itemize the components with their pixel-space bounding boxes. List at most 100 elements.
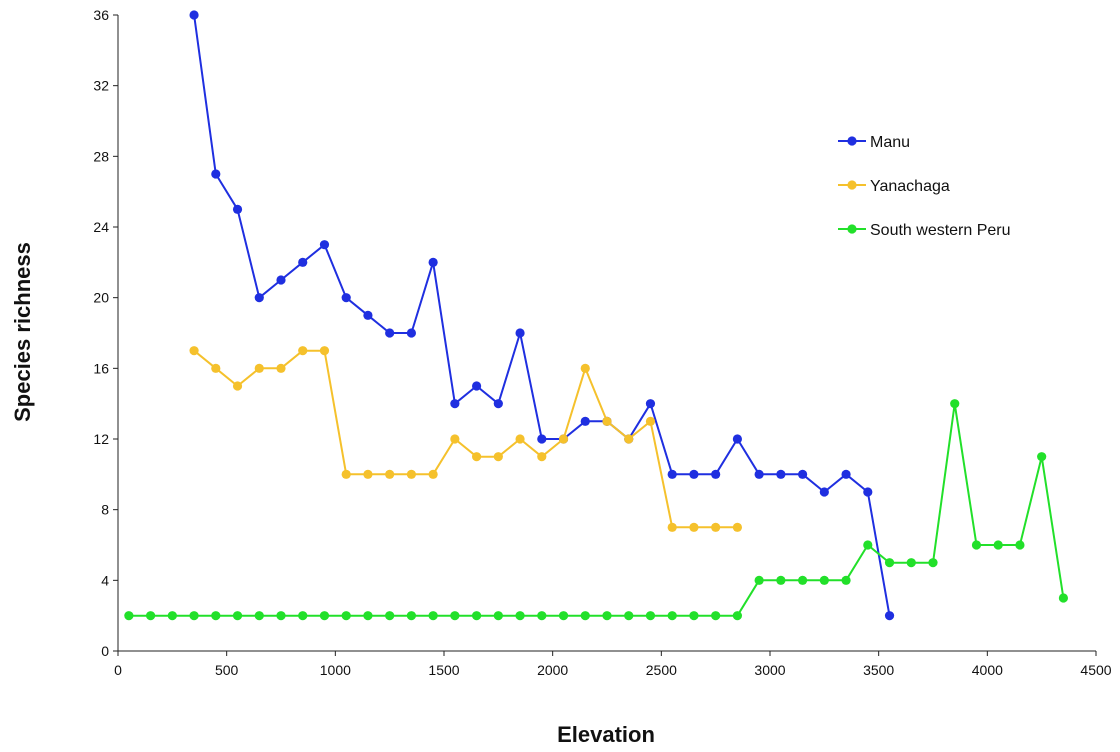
data-point-south-western-peru — [276, 611, 286, 621]
data-point-south-western-peru — [863, 540, 873, 550]
legend-item-manu: Manu — [838, 134, 910, 151]
data-point-manu — [841, 469, 851, 479]
data-point-south-western-peru — [146, 611, 156, 621]
data-point-south-western-peru — [124, 611, 134, 621]
legend-label-manu: Manu — [870, 134, 910, 151]
data-point-south-western-peru — [689, 611, 699, 621]
x-tick-label: 0 — [114, 662, 122, 678]
data-point-south-western-peru — [732, 611, 743, 621]
x-tick-label: 3500 — [863, 662, 894, 678]
data-point-manu — [189, 10, 199, 20]
legend-item-yanachaga: Yanachaga — [838, 178, 950, 195]
data-point-yanachaga — [711, 522, 721, 532]
series-south-western-peru — [124, 399, 1068, 621]
y-tick-label: 4 — [101, 572, 109, 588]
data-point-south-western-peru — [515, 611, 525, 621]
data-point-yanachaga — [363, 469, 373, 479]
data-point-south-western-peru — [776, 575, 786, 585]
data-point-manu — [276, 275, 286, 285]
data-point-yanachaga — [667, 522, 677, 532]
data-point-manu — [711, 469, 721, 479]
data-point-south-western-peru — [363, 611, 373, 621]
data-point-south-western-peru — [711, 611, 721, 621]
series-manu — [189, 10, 895, 621]
data-point-south-western-peru — [798, 575, 808, 585]
data-point-manu — [776, 469, 786, 479]
data-point-yanachaga — [580, 363, 590, 373]
x-tick-label: 1000 — [320, 662, 351, 678]
y-tick-label: 32 — [93, 78, 109, 94]
data-point-yanachaga — [254, 363, 264, 373]
series-yanachaga — [189, 346, 743, 532]
data-point-south-western-peru — [928, 558, 938, 568]
data-point-manu — [232, 204, 243, 214]
data-point-manu — [667, 469, 677, 479]
x-tick-label: 4000 — [972, 662, 1003, 678]
data-point-south-western-peru — [319, 611, 330, 621]
data-point-manu — [798, 469, 808, 479]
data-point-manu — [754, 469, 764, 479]
legend: Manu Yanachaga South western Peru — [838, 134, 1011, 239]
data-point-south-western-peru — [385, 611, 395, 621]
data-point-manu — [385, 328, 395, 338]
data-point-south-western-peru — [537, 611, 547, 621]
y-tick-label: 36 — [93, 7, 109, 23]
data-point-yanachaga — [428, 469, 438, 479]
data-point-south-western-peru — [298, 611, 308, 621]
data-point-manu — [732, 434, 743, 444]
data-point-south-western-peru — [189, 611, 199, 621]
data-point-yanachaga — [515, 434, 525, 444]
legend-marker-yanachaga — [847, 180, 857, 190]
data-point-manu — [493, 399, 503, 409]
data-point-yanachaga — [319, 346, 330, 356]
x-tick-label: 2500 — [646, 662, 677, 678]
series-line-manu — [193, 14, 891, 616]
data-point-manu — [472, 381, 482, 391]
data-point-yanachaga — [624, 434, 634, 444]
data-point-south-western-peru — [841, 575, 851, 585]
data-point-yanachaga — [341, 469, 351, 479]
legend-label-yanachaga: Yanachaga — [870, 178, 950, 195]
data-point-manu — [884, 611, 895, 621]
data-point-yanachaga — [385, 469, 395, 479]
data-point-south-western-peru — [971, 540, 982, 550]
data-point-manu — [515, 328, 525, 338]
data-point-south-western-peru — [341, 611, 351, 621]
series-line-south-western-peru — [128, 402, 1065, 617]
y-tick-label: 12 — [93, 431, 109, 447]
series-line-yanachaga — [193, 349, 738, 529]
data-point-south-western-peru — [211, 611, 221, 621]
data-point-manu — [319, 240, 330, 250]
data-point-south-western-peru — [232, 611, 243, 621]
data-point-south-western-peru — [667, 611, 677, 621]
data-point-manu — [819, 487, 829, 497]
data-point-south-western-peru — [602, 611, 612, 621]
data-point-yanachaga — [602, 416, 612, 426]
data-point-south-western-peru — [472, 611, 482, 621]
data-point-south-western-peru — [406, 611, 416, 621]
data-point-south-western-peru — [1058, 593, 1068, 603]
data-point-south-western-peru — [450, 611, 460, 621]
data-point-manu — [428, 257, 438, 267]
data-point-south-western-peru — [1037, 452, 1047, 462]
x-axis-title: Elevation — [557, 722, 655, 747]
y-tick-label: 16 — [93, 360, 109, 376]
legend-label-south-western-peru: South western Peru — [870, 222, 1011, 239]
data-point-manu — [341, 293, 351, 303]
data-point-manu — [645, 399, 656, 409]
data-point-south-western-peru — [167, 611, 177, 621]
data-point-south-western-peru — [580, 611, 590, 621]
data-point-manu — [254, 293, 264, 303]
y-tick-label: 8 — [101, 502, 109, 518]
data-point-south-western-peru — [950, 399, 960, 409]
y-tick-label: 28 — [93, 148, 109, 164]
data-point-south-western-peru — [428, 611, 438, 621]
axes — [113, 14, 1097, 656]
data-point-south-western-peru — [906, 558, 916, 568]
data-point-manu — [450, 399, 460, 409]
legend-marker-manu — [847, 136, 857, 146]
legend-item-south-western-peru: South western Peru — [838, 222, 1011, 239]
x-tick-label: 2000 — [537, 662, 568, 678]
x-tick-label: 3000 — [754, 662, 785, 678]
